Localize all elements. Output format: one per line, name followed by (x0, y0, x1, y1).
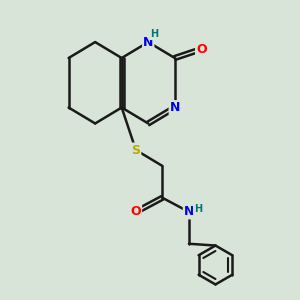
Text: S: S (131, 143, 140, 157)
Text: N: N (184, 206, 194, 218)
Text: O: O (130, 206, 141, 218)
Text: N: N (143, 36, 153, 49)
Text: H: H (194, 204, 202, 214)
Text: O: O (196, 43, 207, 56)
Text: H: H (151, 29, 159, 39)
Text: N: N (169, 101, 180, 114)
